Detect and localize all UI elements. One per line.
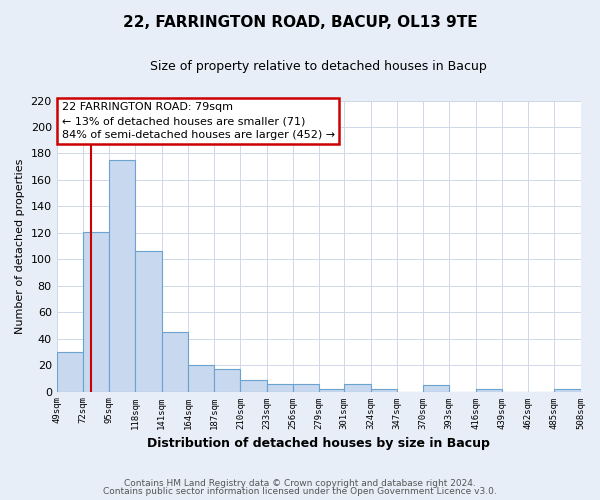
Bar [161,332,188,392]
Bar [554,389,581,392]
Text: 22, FARRINGTON ROAD, BACUP, OL13 9TE: 22, FARRINGTON ROAD, BACUP, OL13 9TE [122,15,478,30]
Bar [293,384,319,392]
X-axis label: Distribution of detached houses by size in Bacup: Distribution of detached houses by size … [147,437,490,450]
Text: Contains HM Land Registry data © Crown copyright and database right 2024.: Contains HM Land Registry data © Crown c… [124,478,476,488]
Bar [83,232,109,392]
Text: 22 FARRINGTON ROAD: 79sqm
← 13% of detached houses are smaller (71)
84% of semi-: 22 FARRINGTON ROAD: 79sqm ← 13% of detac… [62,102,335,140]
Bar [188,365,214,392]
Bar [476,389,502,392]
Bar [344,384,371,392]
Bar [319,389,346,392]
Bar [371,389,397,392]
Bar [109,160,136,392]
Bar [423,385,449,392]
Text: Contains public sector information licensed under the Open Government Licence v3: Contains public sector information licen… [103,487,497,496]
Bar [214,369,241,392]
Y-axis label: Number of detached properties: Number of detached properties [15,158,25,334]
Bar [56,352,83,392]
Title: Size of property relative to detached houses in Bacup: Size of property relative to detached ho… [150,60,487,73]
Bar [266,384,293,392]
Bar [241,380,266,392]
Bar [136,252,161,392]
